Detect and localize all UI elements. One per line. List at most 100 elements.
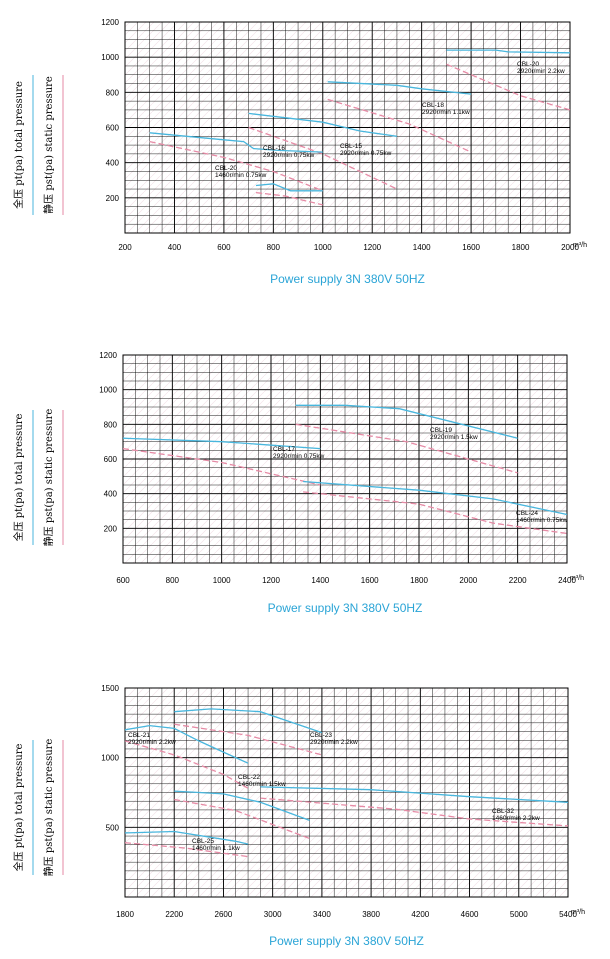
x-tick-label: 1800 bbox=[512, 243, 530, 252]
static-pressure-curve bbox=[255, 191, 323, 206]
curve-model-label: CBL-15 bbox=[340, 143, 362, 150]
static-pressure-curve bbox=[124, 740, 249, 789]
x-tick-label: 1600 bbox=[462, 243, 480, 252]
y-axis-title-static: 静压 pst(pa) static pressure bbox=[42, 739, 55, 877]
total-pressure-curve bbox=[303, 480, 568, 516]
curve-spec-label: 2920r/min 2.2kw bbox=[310, 739, 358, 746]
curve-model-label: CBL-17 bbox=[273, 446, 295, 453]
total-pressure-curve bbox=[260, 786, 569, 803]
curve-spec-label: 2920r/min 1.1kw bbox=[422, 109, 470, 116]
x-tick-label: 4200 bbox=[411, 910, 429, 919]
x-tick-label: 400 bbox=[168, 243, 182, 252]
y-tick-label: 1000 bbox=[101, 754, 119, 763]
y-tick-label: 400 bbox=[106, 159, 120, 168]
curve-model-label: CBL-32 bbox=[492, 808, 514, 815]
static-pressure-curve bbox=[174, 723, 323, 756]
curve-model-label: CBL-24 bbox=[516, 510, 538, 517]
total-pressure-curve bbox=[174, 708, 323, 734]
total-pressure-curve bbox=[446, 49, 571, 54]
y-axis-title-total: 全压 pt(pa) total pressure bbox=[12, 413, 25, 541]
total-pressure-curve bbox=[255, 183, 323, 192]
x-tick-label: 1800 bbox=[116, 910, 134, 919]
total-pressure-curve bbox=[124, 724, 249, 764]
static-pressure-curve bbox=[327, 98, 472, 153]
y-tick-label: 1500 bbox=[101, 684, 119, 693]
curve-spec-label: 2920r/min 2.2kw bbox=[128, 739, 176, 746]
total-pressure-curve bbox=[149, 132, 323, 153]
y-tick-label: 200 bbox=[104, 524, 118, 533]
curve-spec-label: 1460r/min 1.5kw bbox=[238, 781, 286, 788]
y-tick-label: 400 bbox=[104, 490, 118, 499]
curve-model-label: CBL-18 bbox=[422, 102, 444, 109]
y-tick-label: 1200 bbox=[101, 18, 119, 27]
curve-model-label: CBL-19 bbox=[430, 427, 452, 434]
y-tick-label: 500 bbox=[106, 823, 120, 832]
x-tick-label: 1600 bbox=[361, 576, 379, 585]
static-pressure-curve bbox=[260, 797, 569, 827]
x-tick-label: 3800 bbox=[362, 910, 380, 919]
x-unit-label: m³/h bbox=[570, 575, 584, 582]
y-tick-label: 800 bbox=[106, 88, 120, 97]
y-axis-title-static: 静压 pst(pa) static pressure bbox=[42, 409, 55, 547]
curve-spec-label: 1460r/min 0.75kw bbox=[215, 172, 267, 179]
total-pressure-curve bbox=[174, 790, 310, 822]
curve-model-label: CBL-25 bbox=[192, 838, 214, 845]
x-tick-label: 2000 bbox=[561, 243, 579, 252]
x-tick-label: 1800 bbox=[410, 576, 428, 585]
static-pressure-curve bbox=[149, 140, 324, 192]
power-supply-caption: Power supply 3N 380V 50HZ bbox=[268, 601, 423, 615]
chart-panel-3: 1800 2200 2600 3000 3400 3800 4200 4600 5000 5400… bbox=[12, 684, 585, 948]
plot-frame bbox=[122, 354, 568, 564]
curve-spec-label: 1460r/min 0.75kw bbox=[516, 517, 568, 524]
curve-model-label: CBL-22 bbox=[238, 774, 260, 781]
curve-spec-label: 2920r/min 0.75kw bbox=[273, 453, 325, 460]
x-tick-label: 600 bbox=[217, 243, 231, 252]
total-pressure-curve bbox=[122, 437, 321, 450]
x-unit-label: m³/h bbox=[573, 242, 587, 249]
static-pressure-curve bbox=[295, 423, 518, 474]
x-tick-label: 1200 bbox=[363, 243, 381, 252]
static-pressure-curve bbox=[124, 842, 249, 858]
y-axis-title-total: 全压 pt(pa) total pressure bbox=[12, 81, 25, 209]
plot-frame bbox=[124, 21, 571, 234]
total-pressure-curve bbox=[295, 404, 518, 439]
curve-model-label: CBL-23 bbox=[310, 732, 332, 739]
total-pressure-curve bbox=[248, 112, 397, 137]
y-tick-label: 600 bbox=[106, 124, 120, 133]
x-tick-label: 2000 bbox=[459, 576, 477, 585]
plot-frame bbox=[124, 687, 569, 898]
x-tick-label: 1000 bbox=[314, 243, 332, 252]
curve-spec-label: 2920r/min 0.75kw bbox=[263, 152, 315, 159]
y-tick-label: 1200 bbox=[99, 351, 117, 360]
x-tick-label: 2400 bbox=[558, 576, 576, 585]
x-tick-label: 5000 bbox=[510, 910, 528, 919]
chart-panel-2: 600 800 1000 1200 1400 1600 1800 2000 2200 2400 20… bbox=[12, 351, 584, 615]
x-tick-label: 600 bbox=[116, 576, 130, 585]
power-supply-caption: Power supply 3N 380V 50HZ bbox=[270, 272, 425, 286]
static-pressure-curve bbox=[303, 491, 568, 535]
static-pressure-curve bbox=[122, 447, 321, 486]
x-tick-label: 1000 bbox=[213, 576, 231, 585]
curve-model-label: CBL-16 bbox=[263, 145, 285, 152]
curve-model-label: CBL-20 bbox=[517, 61, 539, 68]
x-tick-label: 3000 bbox=[264, 910, 282, 919]
x-tick-label: 800 bbox=[166, 576, 180, 585]
curve-spec-label: 1460r/min 1.1kw bbox=[192, 845, 240, 852]
curve-spec-label: 2920r/min 1.5kw bbox=[430, 434, 478, 441]
static-pressure-curve bbox=[174, 798, 310, 840]
chart-panel-1: 200 400 600 800 1000 1200 1400 1600 1800 2000 200 4… bbox=[12, 18, 587, 286]
curve-model-label: CBL-21 bbox=[128, 732, 150, 739]
x-tick-label: 3400 bbox=[313, 910, 331, 919]
y-axis-title-total: 全压 pt(pa) total pressure bbox=[12, 743, 25, 871]
x-tick-label: 5400 bbox=[559, 910, 577, 919]
y-axis-title-static: 静压 pst(pa) static pressure bbox=[42, 76, 55, 214]
power-supply-caption: Power supply 3N 380V 50HZ bbox=[269, 934, 424, 948]
total-pressure-curve bbox=[327, 81, 472, 95]
x-tick-label: 2600 bbox=[215, 910, 233, 919]
x-unit-label: m³/h bbox=[571, 909, 585, 916]
y-tick-label: 1000 bbox=[101, 53, 119, 62]
curve-spec-label: 2920r/min 0.75kw bbox=[340, 150, 392, 157]
curve-spec-label: 2920r/min 2.2kw bbox=[517, 68, 565, 75]
x-tick-label: 2200 bbox=[165, 910, 183, 919]
